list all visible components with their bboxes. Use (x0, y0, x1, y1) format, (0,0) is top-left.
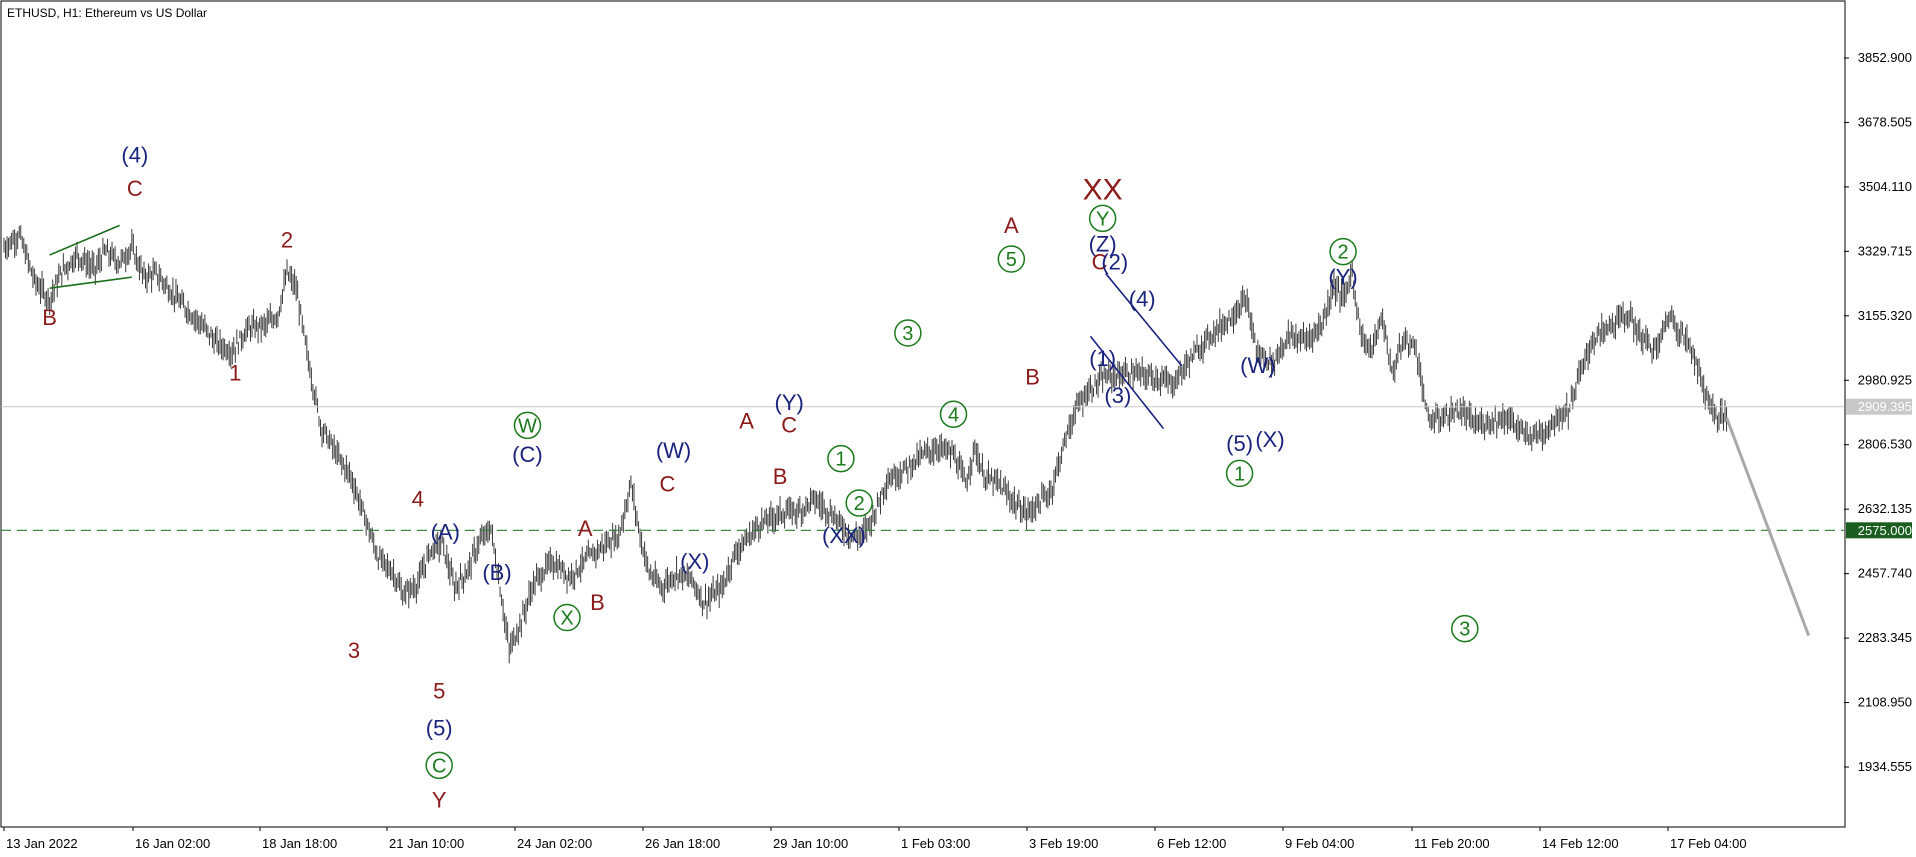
x-tick-label: 21 Jan 10:00 (389, 836, 464, 851)
wave-label: C (660, 471, 676, 496)
y-tick-label: 1934.555 (1858, 759, 1912, 774)
y-tick-label: 2806.530 (1858, 437, 1912, 452)
y-tick-label: 3155.320 (1858, 308, 1912, 323)
wave-label-circle (513, 411, 542, 440)
wave-label-circle (894, 319, 922, 347)
y-tick-label: 2980.925 (1858, 372, 1912, 387)
x-tick-label: 6 Feb 12:00 (1157, 836, 1226, 851)
wave-label: Y (432, 787, 447, 812)
wave-label: A (578, 516, 593, 541)
y-tick-label: 3504.110 (1859, 179, 1912, 194)
wave-label: (XX) (822, 523, 866, 548)
y-tick-label: 3329.715 (1858, 243, 1912, 258)
y-tick-label: 3852.900 (1858, 50, 1912, 65)
wave-label: B (773, 464, 788, 489)
x-tick-label: 3 Feb 19:00 (1029, 836, 1098, 851)
wave-label: B (590, 590, 605, 615)
wave-label-circle (425, 751, 453, 780)
wave-label: B (42, 305, 57, 330)
x-tick-label: 14 Feb 12:00 (1542, 836, 1619, 851)
level-label: 2575.000 (1858, 523, 1912, 538)
wave-label: C (432, 755, 446, 777)
y-tick-label: 3678.505 (1858, 114, 1912, 129)
wave-label: C (1092, 250, 1108, 275)
current-price-badge (1846, 398, 1912, 415)
wave-label: 3 (348, 638, 360, 663)
wave-label: A (1004, 213, 1019, 238)
wave-label: (3) (1104, 383, 1131, 408)
wave-label: (B) (482, 560, 511, 585)
wave-label: (A) (431, 520, 460, 545)
wave-label: 2 (1338, 242, 1349, 264)
wave-label: (4) (1129, 287, 1156, 312)
wave-label: (Y) (1328, 265, 1357, 290)
x-tick-label: 26 Jan 18:00 (645, 836, 720, 851)
wave-label: (Z) (1089, 231, 1117, 256)
trend-line (49, 276, 132, 290)
level-badge (1846, 522, 1912, 539)
trend-line (49, 224, 120, 256)
wave-label: 3 (902, 323, 913, 345)
y-tick-label: 2108.950 (1858, 695, 1912, 710)
y-tick-label: 2283.345 (1858, 630, 1912, 645)
wave-label: (Y) (775, 390, 804, 415)
x-tick-label: 11 Feb 20:00 (1414, 836, 1490, 851)
x-tick-label: 24 Jan 02:00 (517, 836, 592, 851)
y-tick-label: 2457.740 (1858, 566, 1912, 581)
wave-label-circle (1225, 459, 1254, 488)
wave-label: (2) (1101, 250, 1128, 275)
wave-label: (1) (1089, 346, 1116, 371)
wave-label: 5 (433, 678, 445, 703)
wave-label: X (560, 608, 573, 630)
wave-label-circle (1329, 237, 1357, 266)
wave-label: C (781, 412, 797, 437)
wave-label: W (518, 415, 537, 437)
x-tick-label: 1 Feb 03:00 (901, 836, 970, 851)
wave-label: 2 (281, 228, 293, 253)
wave-label: B (1025, 364, 1040, 389)
wave-label-circle (939, 400, 968, 429)
wave-label: (C) (512, 442, 543, 467)
wave-label: 4 (412, 486, 424, 511)
x-tick-label: 18 Jan 18:00 (262, 836, 337, 851)
wave-label-circle (1451, 614, 1479, 643)
x-tick-label: 9 Feb 04:00 (1285, 836, 1354, 851)
plot-frame (0, 0, 1846, 828)
wave-label-circle (1088, 204, 1117, 233)
wave-label-circle (827, 444, 855, 473)
wave-label-circle (553, 603, 581, 632)
wave-label: 1 (835, 449, 846, 471)
wave-label: 2 (854, 493, 865, 515)
trend-line (1105, 272, 1183, 367)
wave-label: Y (1096, 208, 1109, 230)
wave-label: (X) (1255, 427, 1284, 452)
y-tick-label: 2632.135 (1858, 501, 1912, 516)
wave-label: 3 (1459, 619, 1470, 641)
wave-label: XX (1083, 174, 1123, 207)
wave-label: 5 (1006, 249, 1017, 271)
wave-label: (5) (1226, 431, 1253, 456)
wave-label: (W) (1240, 353, 1275, 378)
wave-label: (W) (656, 438, 691, 463)
wave-label: (4) (121, 143, 148, 168)
wave-label: 1 (1234, 463, 1245, 485)
forecast-line (1725, 417, 1811, 637)
wave-label-circle (997, 245, 1026, 273)
trend-line (1089, 335, 1165, 430)
wave-label: (5) (426, 715, 453, 740)
wave-label: (X) (680, 549, 709, 574)
current-price-label: 2909.395 (1858, 399, 1912, 414)
wave-label: A (739, 409, 754, 434)
x-tick-label: 17 Feb 04:00 (1670, 836, 1747, 851)
x-tick-label: 13 Jan 2022 (6, 836, 78, 851)
x-tick-label: 29 Jan 10:00 (773, 836, 848, 851)
wave-label: 4 (948, 404, 959, 426)
wave-label-circle (845, 489, 873, 517)
chart-title: ETHUSD, H1: Ethereum vs US Dollar (7, 6, 207, 20)
wave-label: C (127, 176, 143, 201)
wave-label: 1 (229, 361, 241, 386)
x-tick-label: 16 Jan 02:00 (135, 836, 210, 851)
